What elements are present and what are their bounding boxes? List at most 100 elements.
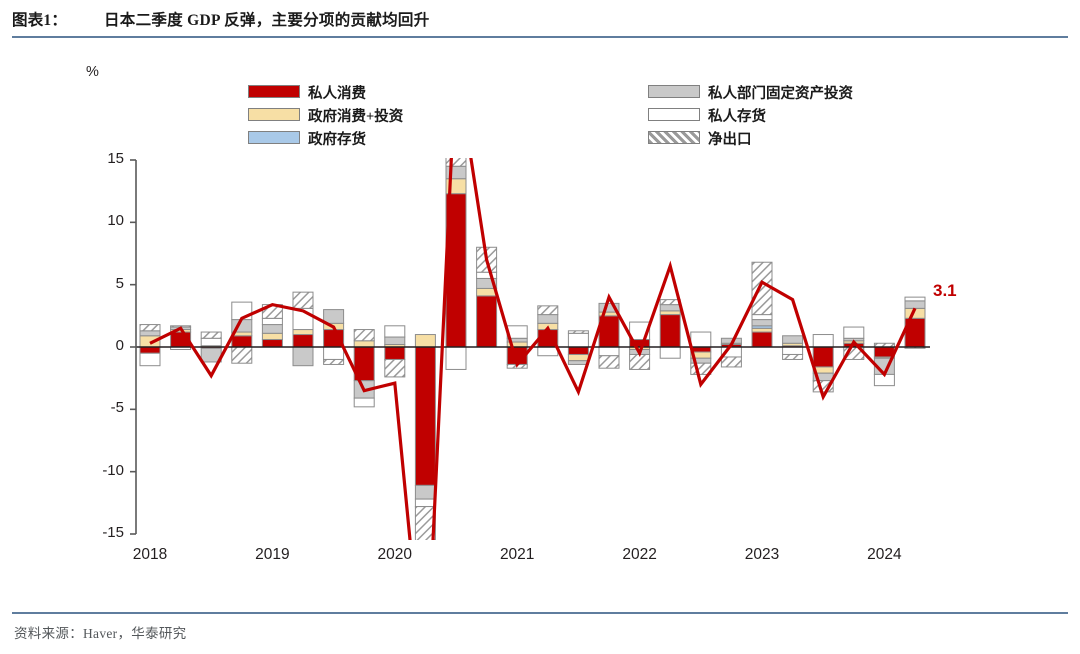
- bar-segment: [537, 346, 559, 357]
- y-axis-tick-label: -15: [102, 524, 124, 541]
- bar-segment: [659, 346, 681, 359]
- bar-segment: [231, 346, 253, 364]
- bar-segment: [139, 346, 161, 354]
- figure-title: 日本二季度 GDP 反弹，主要分项的贡献均回升: [104, 12, 430, 29]
- footer-divider: [12, 612, 1068, 614]
- bar-segment: [537, 305, 559, 316]
- x-axis-tick-label: 2023: [744, 546, 780, 563]
- header-divider: [12, 36, 1068, 38]
- legend-label: 私人存货: [708, 109, 766, 125]
- bar-segment: [231, 335, 253, 348]
- bar-segment: [384, 358, 406, 378]
- legend-swatch-government-inventory: [248, 131, 300, 144]
- chart-plot-area: % 私人消费 政府消费+投资 政府存货 私人部门固定资产投资 私人存货 净出口 15 10 5…: [0, 40, 1080, 600]
- figure-header: 图表1： 日本二季度 GDP 反弹，主要分项的贡献均回升: [12, 6, 1068, 38]
- bar-segment: [690, 331, 712, 348]
- legend-label: 私人部门固定资产投资: [708, 86, 853, 102]
- x-axis-tick-label: 2024: [867, 546, 902, 563]
- bar-segment: [323, 309, 345, 324]
- bar-segment: [904, 296, 926, 302]
- bar-segment: [598, 355, 620, 369]
- bar-segment: [261, 339, 283, 348]
- bar-segment: [139, 352, 161, 367]
- chart-legend: 私人消费 政府消费+投资 政府存货 私人部门固定资产投资 私人存货 净出口: [0, 40, 1080, 148]
- bar-segment: [414, 498, 436, 508]
- bar-segment: [476, 295, 498, 348]
- x-axis-tick-label: 2021: [499, 546, 535, 563]
- bar-segment: [782, 353, 804, 360]
- bar-segment: [598, 346, 620, 357]
- figure-number: 图表1：: [12, 12, 68, 29]
- x-axis-tick-label: 2018: [132, 546, 168, 563]
- bar-segment: [873, 346, 895, 358]
- bar-segment: [292, 329, 314, 336]
- y-axis-tick-label: -10: [102, 461, 124, 479]
- bar-segment: [292, 334, 314, 348]
- gdp-value-annotation: 3.1: [933, 281, 957, 301]
- chart-svg: [130, 158, 930, 540]
- bar-segment: [414, 506, 436, 540]
- bar-segment: [537, 314, 559, 324]
- bar-segment: [261, 317, 283, 326]
- bar-segment: [414, 334, 436, 348]
- bar-segment: [567, 346, 589, 355]
- bar-segment: [414, 346, 436, 486]
- bar-segment: [751, 261, 773, 316]
- x-axis-tick-label: 2022: [622, 546, 657, 563]
- bar-segment: [292, 291, 314, 309]
- bar-segment: [384, 325, 406, 338]
- y-axis-tick-label: 5: [115, 274, 124, 292]
- bar-segment: [353, 397, 375, 408]
- bar-segment: [812, 346, 834, 368]
- bar-segment: [629, 353, 651, 370]
- bar-segment: [567, 332, 589, 348]
- y-axis-tick-label: -5: [110, 399, 124, 417]
- bar-segment: [476, 271, 498, 279]
- bar-segment: [782, 335, 804, 344]
- legend-label: 私人消费: [308, 86, 366, 102]
- x-axis-tick-label: 2019: [255, 546, 290, 563]
- legend-swatch-private-consumption: [248, 85, 300, 98]
- bar-segment: [904, 300, 926, 309]
- bar-segment: [598, 302, 620, 313]
- y-axis-tick-label: 15: [107, 150, 124, 167]
- bar-segment: [200, 331, 222, 339]
- bar-segment: [353, 329, 375, 342]
- bar-segment: [384, 346, 406, 360]
- bar-segment: [659, 314, 681, 348]
- legend-swatch-private-inventory: [648, 108, 700, 121]
- bar-segment: [139, 324, 161, 332]
- source-note: 资料来源：Haver，华泰研究: [14, 626, 187, 641]
- bar-segment: [751, 314, 773, 321]
- bar-segment: [567, 353, 589, 362]
- y-axis-unit-label: %: [86, 64, 99, 80]
- bar-segment: [720, 356, 742, 368]
- gdp-growth-line: [149, 158, 917, 540]
- bar-segment: [751, 319, 773, 327]
- legend-swatch-private-fixed-investment: [648, 85, 700, 98]
- bar-segment: [843, 326, 865, 339]
- bar-segment: [751, 331, 773, 348]
- legend-swatch-government-consumption-investment: [248, 108, 300, 121]
- bar-segment: [445, 346, 467, 370]
- gdp-line-layer: [149, 158, 917, 540]
- bar-segment: [476, 287, 498, 297]
- bar-segment: [323, 358, 345, 365]
- bar-segment: [782, 346, 804, 355]
- bar-segment: [812, 334, 834, 348]
- legend-label: 政府消费+投资: [308, 109, 404, 125]
- legend-swatch-net-exports: [648, 131, 700, 144]
- bar-segment: [353, 340, 375, 348]
- bar-segment: [445, 158, 467, 167]
- bar-segment: [414, 484, 436, 500]
- bar-segment: [567, 330, 589, 334]
- bar-segment: [659, 310, 681, 316]
- bar-segment: [292, 346, 314, 367]
- bar-segment: [261, 324, 283, 334]
- legend-label: 净出口: [708, 132, 752, 148]
- y-axis-tick-label: 0: [115, 337, 124, 354]
- bar-segment: [139, 330, 161, 337]
- bar-segment: [200, 337, 222, 347]
- x-axis-tick-label: 2020: [377, 546, 413, 563]
